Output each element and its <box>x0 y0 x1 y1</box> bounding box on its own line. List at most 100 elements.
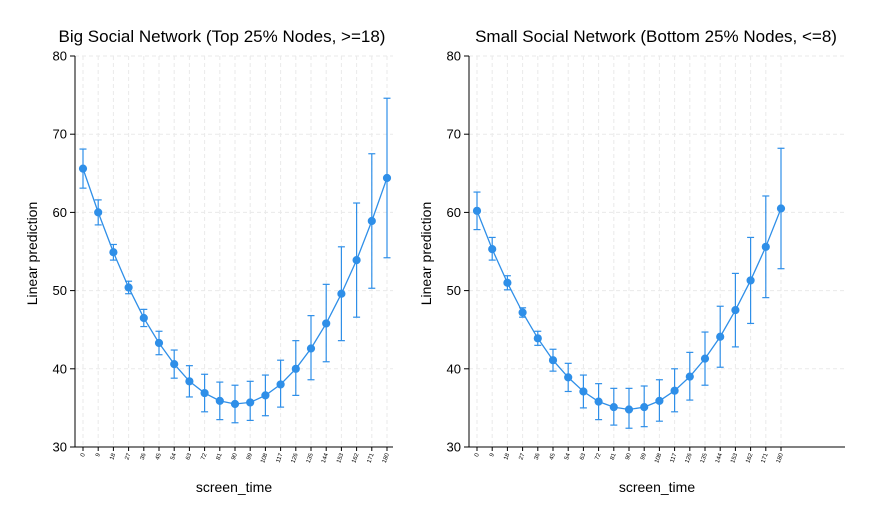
x-tick-label: 99 <box>640 452 648 461</box>
x-tick-label: 9 <box>489 452 496 458</box>
y-axis-label: Linear prediction <box>418 202 434 306</box>
data-point <box>488 245 497 254</box>
x-tick-label: 117 <box>670 452 679 464</box>
data-point <box>367 216 376 226</box>
data-point <box>776 204 786 213</box>
data-point <box>548 356 558 365</box>
data-point <box>533 334 542 343</box>
x-tick-label: 36 <box>534 452 542 461</box>
data-point <box>230 399 240 409</box>
data-point <box>640 403 649 412</box>
x-tick-label: 36 <box>140 452 148 461</box>
data-point <box>215 396 224 405</box>
data-point <box>594 397 603 406</box>
data-point <box>624 405 634 414</box>
x-tick-label: 144 <box>321 452 330 464</box>
data-point <box>276 380 285 389</box>
chart-title: Big Social Network (Top 25% Nodes, >=18) <box>59 27 386 46</box>
x-tick-label: 18 <box>503 452 511 461</box>
x-tick-label: 81 <box>216 452 224 461</box>
y-tick-label: 40 <box>53 361 67 376</box>
data-point <box>503 278 512 287</box>
data-point <box>322 319 331 328</box>
x-tick-label: 54 <box>564 452 572 461</box>
y-axis-label: Linear prediction <box>24 202 40 306</box>
x-tick-label: 153 <box>336 452 345 464</box>
x-tick-label: 135 <box>306 452 315 464</box>
data-point <box>337 289 346 298</box>
y-tick-label: 80 <box>53 49 67 64</box>
y-tick-label: 30 <box>53 440 67 455</box>
x-tick-label: 171 <box>367 452 376 464</box>
x-tick-label: 180 <box>382 452 391 464</box>
x-tick-label: 144 <box>715 452 724 464</box>
y-tick-label: 80 <box>447 49 461 64</box>
data-point <box>716 332 725 341</box>
x-tick-label: 45 <box>155 452 163 461</box>
data-point <box>306 344 316 353</box>
x-tick-label: 171 <box>761 452 770 464</box>
data-point <box>94 208 103 217</box>
data-point <box>761 242 770 251</box>
x-tick-label: 90 <box>231 452 239 461</box>
data-point <box>685 372 694 381</box>
x-tick-label: 126 <box>685 452 694 464</box>
y-tick-label: 70 <box>53 127 67 142</box>
x-tick-label: 0 <box>80 452 87 458</box>
chart-panel-2: Small Social Network (Bottom 25% Nodes, … <box>418 27 845 495</box>
data-point <box>291 364 300 373</box>
y-tick-label: 30 <box>447 440 461 455</box>
data-point <box>78 164 88 173</box>
chart-title: Small Social Network (Bottom 25% Nodes, … <box>475 27 837 46</box>
data-point <box>472 206 482 215</box>
x-tick-label: 99 <box>246 452 254 461</box>
data-point <box>731 306 740 315</box>
x-tick-label: 108 <box>260 452 269 464</box>
data-point <box>746 276 755 285</box>
y-tick-label: 50 <box>447 283 461 298</box>
chart-panel-1: Big Social Network (Top 25% Nodes, >=18)… <box>24 27 393 495</box>
data-point <box>185 377 194 386</box>
y-tick-label: 70 <box>447 127 461 142</box>
y-tick-label: 50 <box>53 283 67 298</box>
data-point <box>109 248 118 257</box>
data-point <box>139 313 148 323</box>
data-point <box>700 354 710 363</box>
data-point <box>609 403 618 412</box>
data-point <box>170 360 179 369</box>
x-tick-label: 27 <box>519 452 527 461</box>
y-tick-label: 40 <box>447 361 461 376</box>
x-tick-label: 63 <box>185 452 193 461</box>
x-tick-label: 117 <box>276 452 285 464</box>
data-point <box>655 396 664 405</box>
x-tick-label: 0 <box>474 452 481 458</box>
x-tick-label: 18 <box>109 452 117 461</box>
data-point <box>200 388 209 398</box>
data-point <box>518 308 527 317</box>
x-tick-label: 153 <box>730 452 739 464</box>
data-point <box>124 283 133 292</box>
data-point <box>564 373 573 382</box>
data-point <box>352 256 361 265</box>
x-tick-label: 27 <box>125 452 133 461</box>
y-tick-label: 60 <box>447 205 461 220</box>
x-tick-label: 72 <box>595 452 603 461</box>
data-point <box>670 386 679 395</box>
x-tick-label: 126 <box>291 452 300 464</box>
x-tick-label: 9 <box>95 452 102 458</box>
y-tick-label: 60 <box>53 205 67 220</box>
x-tick-label: 72 <box>201 452 209 461</box>
x-tick-label: 108 <box>654 452 663 464</box>
x-tick-label: 81 <box>610 452 618 461</box>
data-point <box>261 391 270 400</box>
data-point <box>579 387 588 396</box>
data-point <box>382 173 392 183</box>
data-point <box>154 338 164 348</box>
x-tick-label: 45 <box>549 452 557 461</box>
x-tick-label: 135 <box>700 452 709 464</box>
x-tick-label: 90 <box>625 452 633 461</box>
x-tick-label: 54 <box>170 452 178 461</box>
x-axis-label: screen_time <box>619 479 695 495</box>
